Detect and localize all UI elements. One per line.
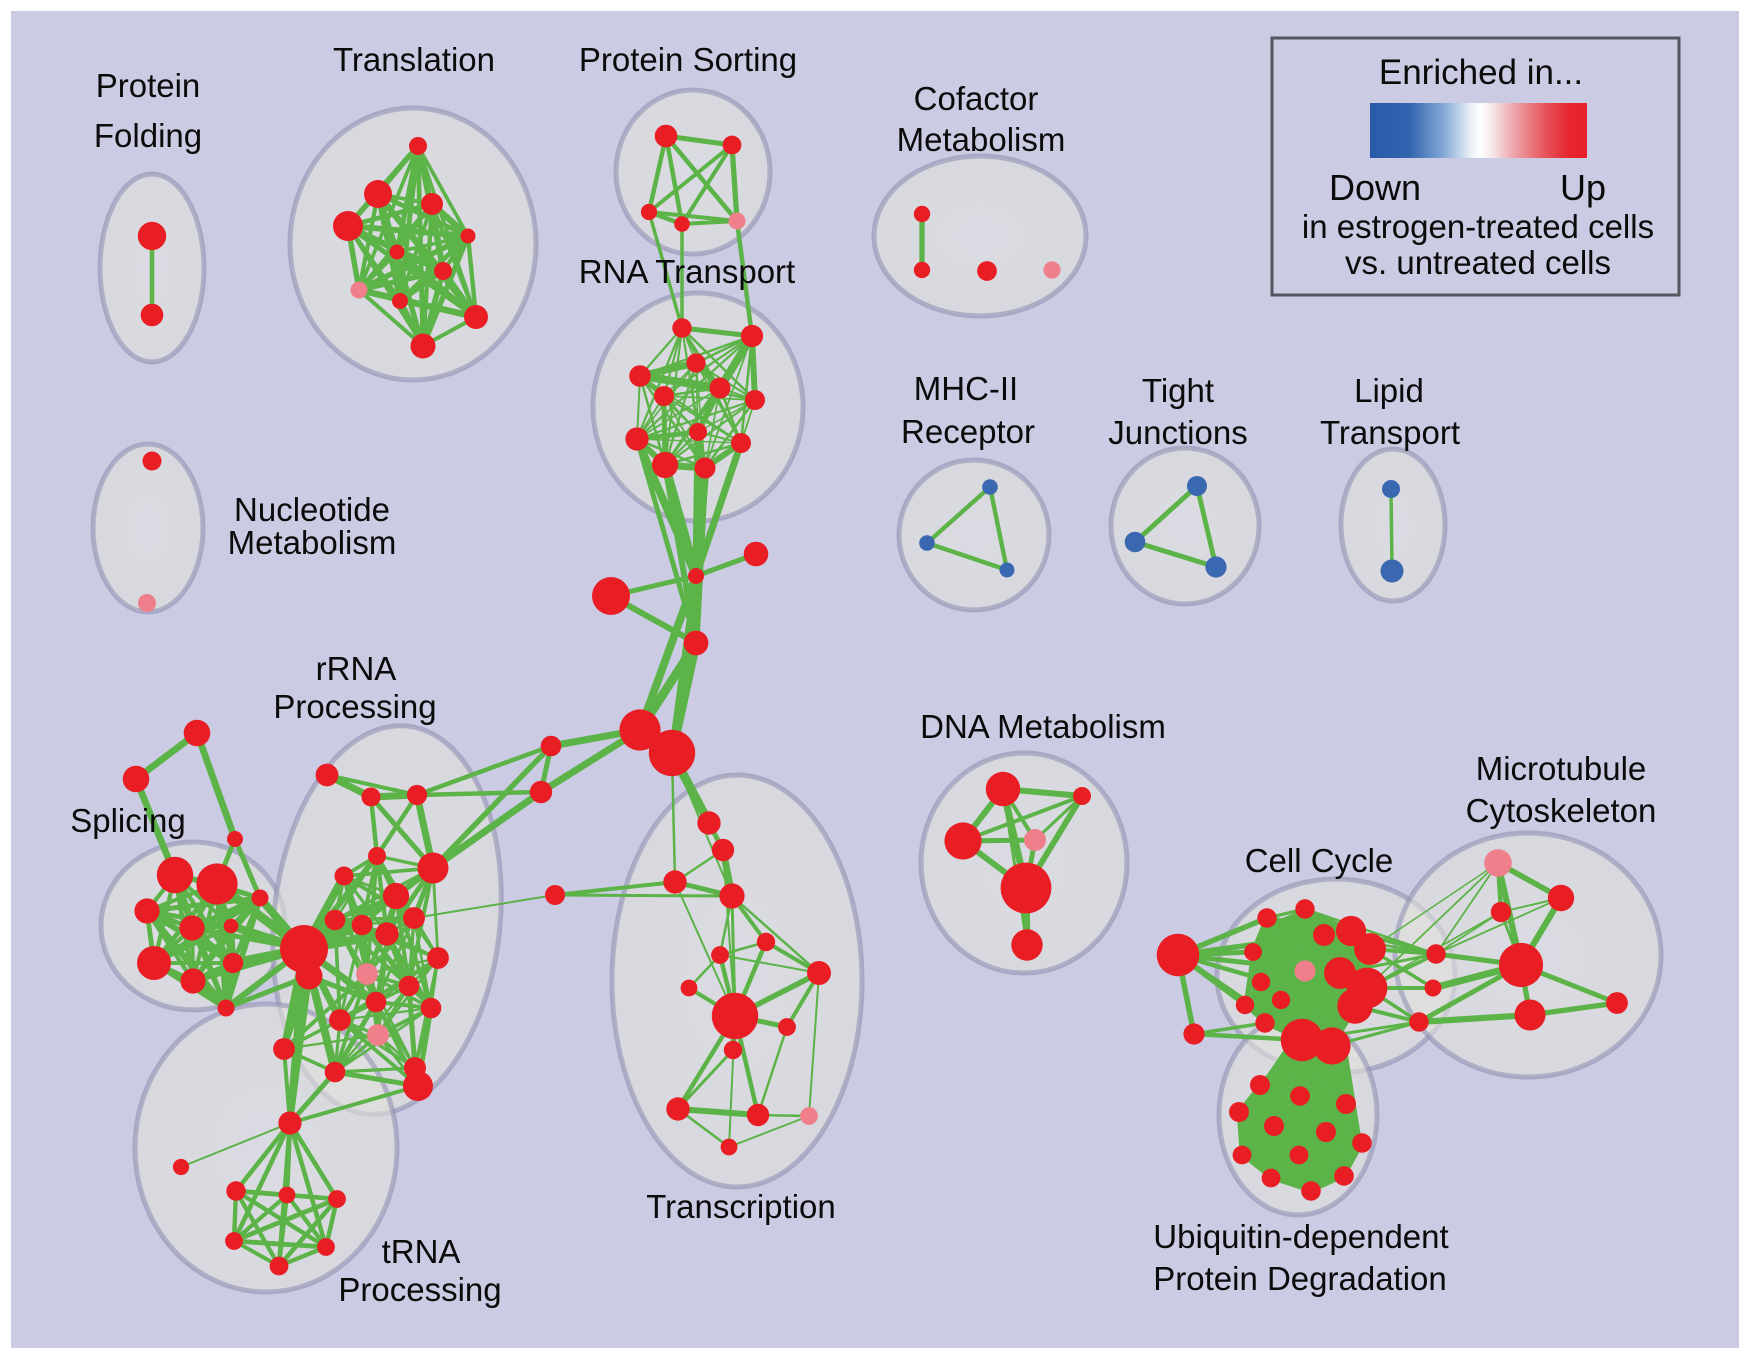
svg-text:Up: Up <box>1560 167 1606 208</box>
svg-text:in estrogen-treated cells: in estrogen-treated cells <box>1302 208 1654 245</box>
svg-text:MHC-II: MHC-II <box>914 370 1018 407</box>
svg-text:Processing: Processing <box>273 688 436 725</box>
svg-text:Translation: Translation <box>333 41 495 78</box>
svg-text:Cofactor: Cofactor <box>914 80 1039 117</box>
svg-text:Receptor: Receptor <box>901 413 1035 450</box>
svg-text:Processing: Processing <box>338 1271 501 1308</box>
svg-text:Ubiquitin-dependent: Ubiquitin-dependent <box>1153 1218 1448 1255</box>
svg-text:tRNA: tRNA <box>382 1233 461 1270</box>
svg-text:Metabolism: Metabolism <box>228 524 397 561</box>
svg-text:Cytoskeleton: Cytoskeleton <box>1466 792 1657 829</box>
svg-text:Protein Sorting: Protein Sorting <box>579 41 797 78</box>
svg-text:Microtubule: Microtubule <box>1476 750 1647 787</box>
svg-text:rRNA: rRNA <box>316 650 397 687</box>
svg-text:Junctions: Junctions <box>1108 414 1247 451</box>
svg-text:vs. untreated cells: vs. untreated cells <box>1345 244 1611 281</box>
svg-text:RNA Transport: RNA Transport <box>579 253 795 290</box>
svg-text:Metabolism: Metabolism <box>897 121 1066 158</box>
svg-text:Nucleotide: Nucleotide <box>234 491 390 528</box>
svg-text:Splicing: Splicing <box>70 802 186 839</box>
svg-text:Tight: Tight <box>1142 372 1214 409</box>
svg-text:Cell Cycle: Cell Cycle <box>1245 842 1394 879</box>
svg-text:Protein: Protein <box>96 67 201 104</box>
svg-text:Transport: Transport <box>1320 414 1460 451</box>
svg-text:Lipid: Lipid <box>1354 372 1424 409</box>
svg-text:Protein Degradation: Protein Degradation <box>1153 1260 1447 1297</box>
svg-text:Transcription: Transcription <box>646 1188 836 1225</box>
svg-text:Folding: Folding <box>94 117 202 154</box>
svg-text:DNA Metabolism: DNA Metabolism <box>920 708 1166 745</box>
svg-text:Enriched in...: Enriched in... <box>1379 53 1583 92</box>
svg-text:Down: Down <box>1329 167 1421 208</box>
